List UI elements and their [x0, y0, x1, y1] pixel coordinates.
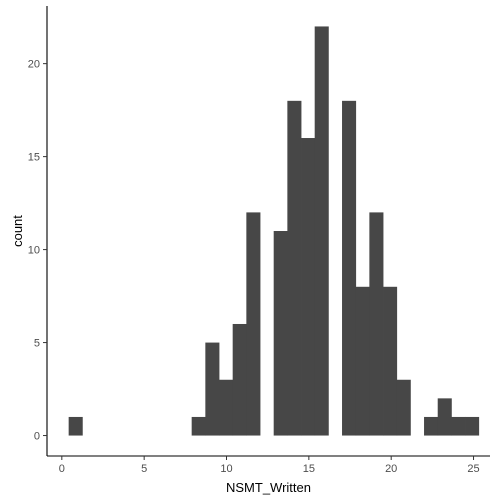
- histogram-bar: [246, 212, 261, 436]
- histogram-bar: [191, 416, 206, 436]
- x-tick-label: 15: [303, 463, 315, 475]
- histogram-bar: [451, 416, 466, 436]
- histogram-bar: [219, 379, 234, 436]
- x-tick-label: 20: [385, 463, 397, 475]
- histogram-bar: [273, 231, 288, 436]
- histogram-bar: [232, 323, 247, 436]
- histogram-bar: [68, 416, 83, 436]
- histogram-bar: [369, 212, 384, 436]
- x-tick-label: 0: [59, 463, 65, 475]
- histogram-bar: [342, 100, 357, 436]
- bars-layer: [68, 26, 480, 436]
- histogram-bar: [437, 398, 452, 436]
- x-axis-title: NSMT_Written: [226, 480, 311, 495]
- x-tick-label: 10: [220, 463, 232, 475]
- y-axis-title: count: [10, 215, 25, 247]
- y-tick-label: 5: [34, 338, 40, 350]
- ticks-layer: 0 5 10 15 20 25 0 5 10 15 20: [28, 59, 480, 475]
- histogram-bar: [205, 342, 220, 436]
- y-tick-label: 0: [34, 431, 40, 443]
- histogram-bar: [383, 286, 398, 436]
- y-tick-label: 10: [28, 245, 40, 257]
- histogram-bar: [396, 379, 411, 436]
- x-tick-label: 25: [467, 463, 479, 475]
- histogram-bar: [465, 416, 480, 436]
- histogram-bar: [355, 286, 370, 436]
- y-tick-label: 15: [28, 152, 40, 164]
- histogram-bar: [301, 138, 316, 436]
- histogram-bar: [314, 26, 329, 436]
- x-tick-label: 5: [141, 463, 147, 475]
- histogram-bar: [424, 416, 439, 436]
- y-tick-label: 20: [28, 59, 40, 71]
- axes-layer: [46, 6, 490, 457]
- histogram-bar: [287, 100, 302, 436]
